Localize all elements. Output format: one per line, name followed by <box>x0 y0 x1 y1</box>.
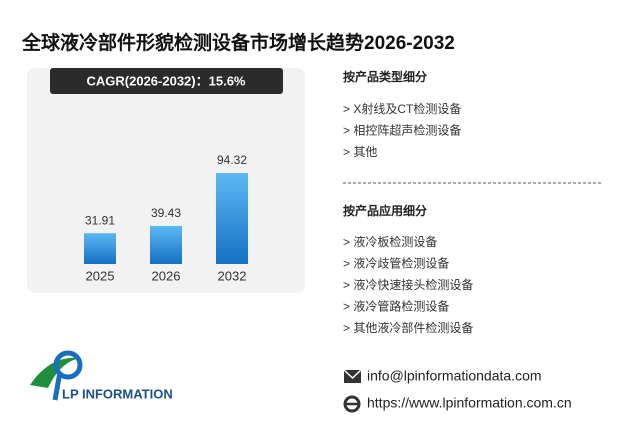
segment-item: > 相控阵超声检测设备 <box>343 123 461 138</box>
bar <box>84 233 116 264</box>
x-tick-label: 2025 <box>86 268 115 283</box>
cagr-label: CAGR(2026-2032)：15.6% <box>87 73 246 88</box>
web-icon <box>343 395 361 413</box>
segment-item: > 液冷快速接头检测设备 <box>343 277 473 292</box>
value-label: 94.32 <box>217 153 247 167</box>
website: https://www.lpinformation.com.cn <box>367 395 572 411</box>
logo <box>30 350 83 401</box>
x-tick-label: 2026 <box>152 268 181 283</box>
chart-title: 全球液冷部件形貌检测设备市场增长趋势2026-2032 <box>21 31 455 54</box>
bar <box>216 172 248 264</box>
value-label: 39.43 <box>151 206 181 220</box>
segment-item: > 液冷板检测设备 <box>343 234 437 249</box>
email: info@lpinformationdata.com <box>367 368 542 384</box>
email-icon <box>343 369 362 383</box>
bar <box>150 225 182 264</box>
segment-heading: 按产品应用细分 <box>343 203 427 218</box>
segment-heading: 按产品类型细分 <box>343 69 427 84</box>
segment-item: > 液冷管路检测设备 <box>343 299 449 314</box>
segment-item: > 液冷歧管检测设备 <box>343 256 449 271</box>
x-tick-label: 2032 <box>218 268 247 283</box>
value-label: 31.91 <box>85 213 115 227</box>
cagr-box <box>50 68 283 94</box>
segment-item: > 其他液冷部件检测设备 <box>343 320 473 335</box>
segment-item: > 其他 <box>343 145 377 159</box>
logo-text: LP INFORMATION <box>62 386 173 401</box>
segment-item: > X射线及CT检测设备 <box>343 101 461 116</box>
